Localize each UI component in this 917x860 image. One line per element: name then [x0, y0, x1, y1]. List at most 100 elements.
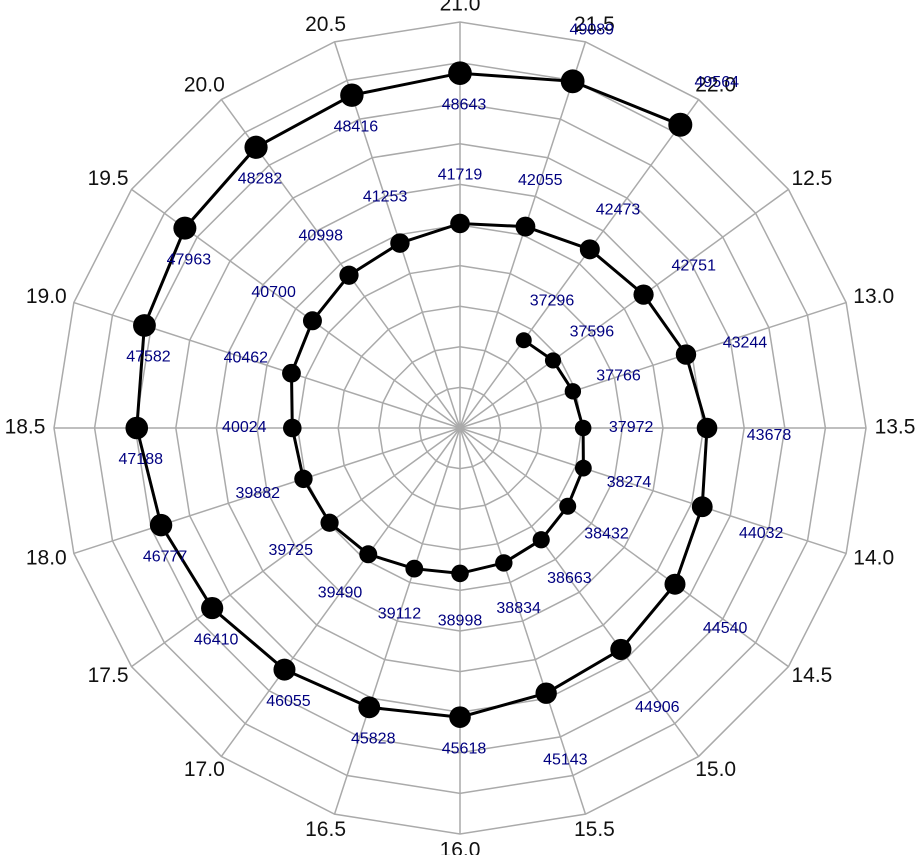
data-point	[448, 61, 472, 85]
grid-spoke	[459, 301, 847, 429]
grid-spoke	[73, 427, 461, 555]
value-label: 39882	[236, 485, 281, 502]
value-label: 39490	[318, 584, 363, 601]
angle-tick-label: 13.5	[875, 416, 916, 439]
data-point	[610, 638, 632, 661]
data-point	[133, 314, 156, 337]
data-point	[668, 112, 693, 137]
data-point	[201, 596, 224, 620]
angle-tick-label: 16.5	[305, 818, 346, 841]
value-label: 41253	[363, 189, 408, 206]
data-point	[244, 135, 268, 159]
angle-tick-label: 20.5	[305, 13, 346, 36]
angle-tick-label: 18.5	[5, 416, 46, 439]
angle-tick-label: 19.0	[26, 285, 67, 308]
grid-spoke	[459, 427, 587, 815]
value-label: 43678	[747, 427, 792, 444]
value-label: 41719	[438, 167, 483, 184]
value-label: 46410	[194, 631, 239, 648]
angle-tick-label: 22.0	[695, 73, 736, 96]
data-point	[544, 352, 562, 369]
value-label: 46777	[143, 548, 188, 565]
value-label: 37766	[596, 368, 641, 385]
value-label: 40024	[222, 419, 267, 436]
data-point	[574, 459, 592, 477]
data-point	[675, 344, 697, 365]
angle-tick-label: 12.5	[791, 167, 832, 190]
data-point	[449, 706, 471, 728]
data-point	[340, 83, 364, 107]
grid-spoke	[333, 427, 461, 815]
angle-tick-label: 17.5	[88, 664, 129, 687]
data-point	[515, 216, 536, 237]
data-point	[294, 469, 313, 489]
data-point	[390, 233, 410, 253]
grid-spoke	[131, 427, 461, 668]
value-label: 42473	[596, 202, 641, 219]
value-label: 49089	[570, 22, 615, 39]
angle-tick-label: 13.0	[853, 285, 894, 308]
grid-spoke	[459, 427, 700, 757]
value-label: 47963	[167, 251, 212, 268]
data-point	[405, 559, 424, 578]
angle-tick-label: 17.0	[184, 758, 225, 781]
angle-tick-label: 20.0	[184, 73, 225, 96]
value-label: 38834	[496, 600, 541, 617]
value-label: 46055	[266, 693, 311, 710]
value-label: 38274	[607, 474, 652, 491]
data-point	[339, 265, 359, 285]
data-point	[125, 416, 149, 440]
grid-spoke	[459, 99, 700, 429]
angle-tick-label: 14.0	[853, 546, 894, 569]
value-label: 44540	[703, 620, 748, 637]
data-point	[358, 696, 381, 719]
value-label: 49564	[695, 74, 740, 91]
data-point	[574, 419, 592, 437]
value-label: 37296	[530, 293, 575, 310]
data-point	[282, 363, 301, 383]
angle-tick-label: 14.5	[791, 664, 832, 687]
angle-tick-label: 15.5	[574, 818, 615, 841]
value-label: 39725	[268, 542, 313, 559]
value-label: 45828	[351, 731, 396, 748]
value-label: 42751	[671, 257, 716, 274]
value-label: 48643	[442, 96, 487, 113]
value-label: 47582	[126, 349, 171, 366]
data-point	[173, 216, 197, 240]
data-point	[302, 311, 322, 331]
data-point	[691, 496, 713, 518]
data-point	[696, 417, 718, 439]
grid-spoke	[459, 427, 847, 555]
angle-tick-label: 21.5	[574, 13, 615, 36]
value-label: 45143	[543, 751, 588, 768]
angle-tick-label: 15.0	[695, 758, 736, 781]
angle-tick-label: 16.0	[440, 839, 481, 855]
data-point	[564, 383, 582, 400]
grid-spoke	[459, 427, 789, 668]
grid-spoke	[459, 188, 789, 429]
value-label: 37972	[609, 419, 654, 436]
data-point	[559, 497, 577, 515]
data-point	[149, 513, 173, 537]
value-label: 42055	[518, 172, 563, 189]
data-point	[283, 418, 302, 438]
value-label: 40462	[224, 350, 269, 367]
data-point	[515, 332, 532, 349]
data-point	[359, 545, 378, 564]
value-label: 44906	[635, 699, 680, 716]
value-label: 48416	[334, 118, 379, 135]
grid-spoke	[220, 427, 461, 757]
value-label: 47188	[119, 451, 164, 468]
value-label: 40700	[251, 284, 296, 301]
value-label: 38998	[438, 613, 483, 630]
data-point	[450, 213, 470, 234]
value-label: 44032	[739, 525, 784, 542]
data-point	[320, 513, 339, 532]
angle-tick-label: 21.0	[440, 0, 481, 16]
data-point	[532, 531, 550, 549]
data-point	[535, 682, 557, 704]
value-label: 38432	[584, 526, 629, 543]
value-label: 38663	[547, 570, 592, 587]
angle-tick-label: 18.0	[26, 546, 67, 569]
